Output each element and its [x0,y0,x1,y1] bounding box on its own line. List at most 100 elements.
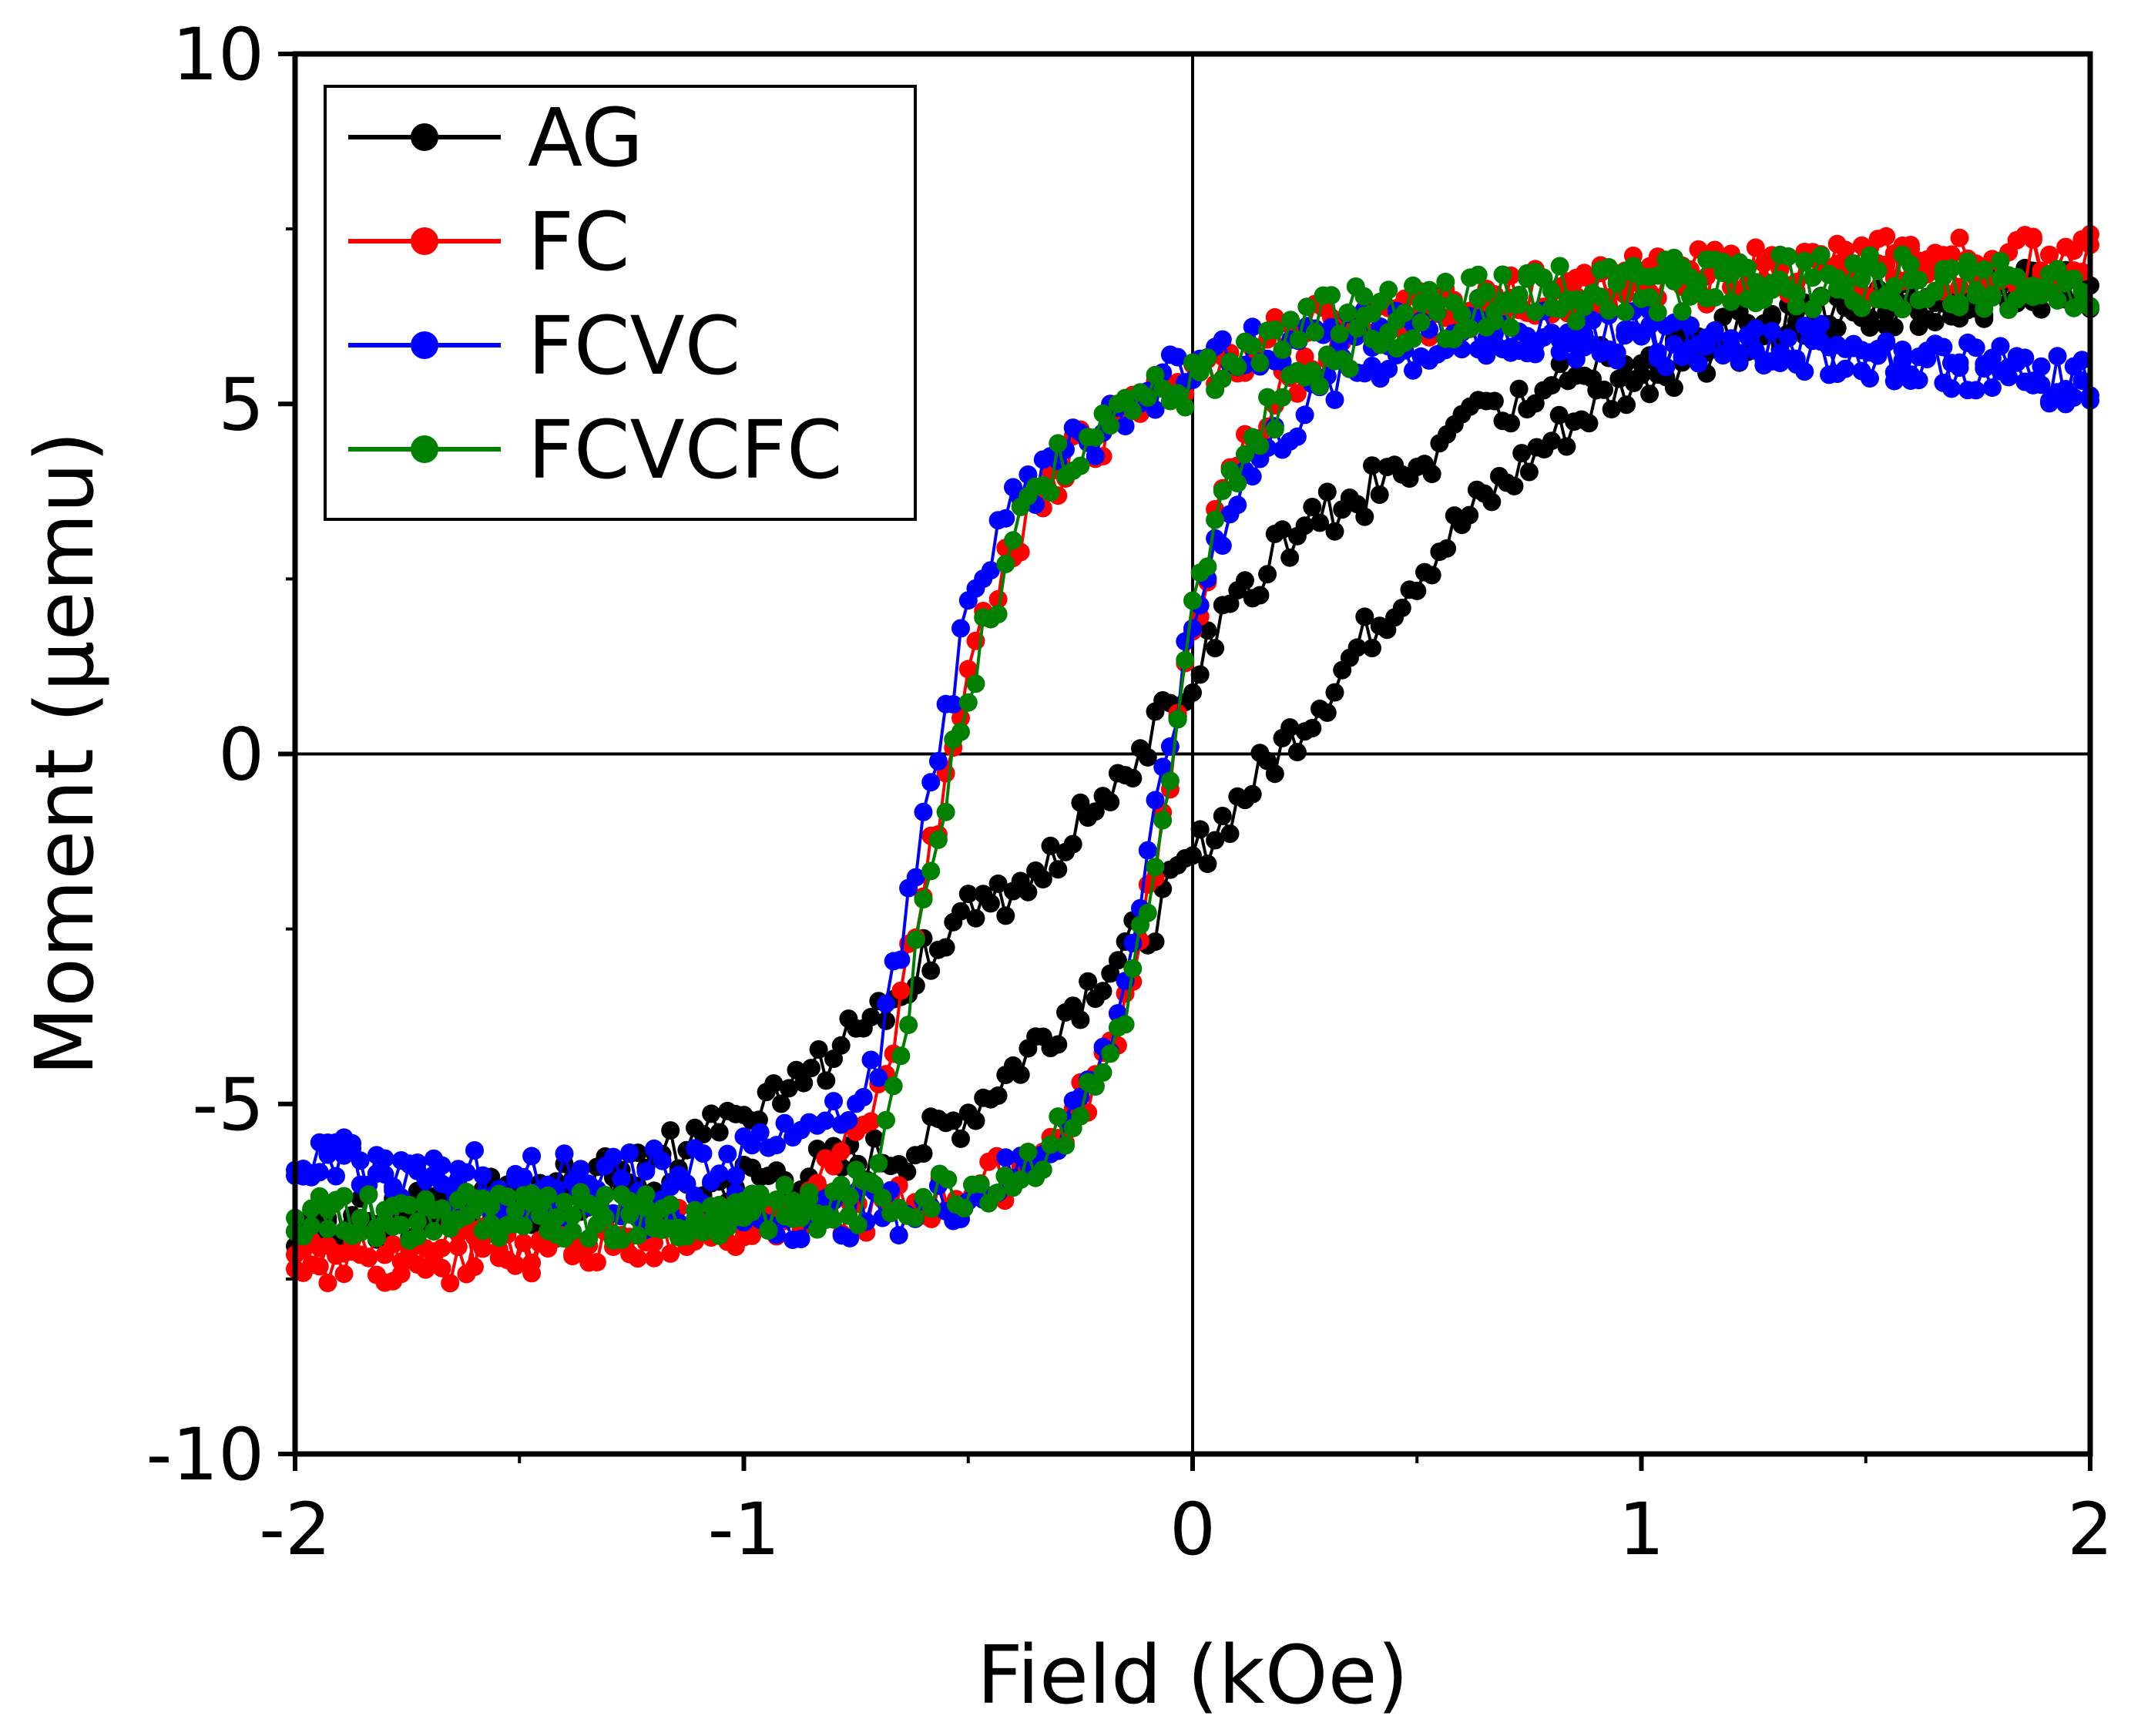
data-point [1820,265,1839,284]
data-point [1602,400,1621,419]
data-point [1599,301,1619,320]
data-point [1228,581,1247,600]
data-point [905,1208,925,1227]
data-point [636,1162,656,1181]
data-point [367,1228,386,1247]
data-point [1287,743,1307,762]
data-point [1265,764,1284,784]
data-point [1852,341,1871,360]
data-point [1664,378,1683,398]
data-point [726,1193,745,1212]
data-point [1079,972,1098,991]
data-point [831,1115,851,1134]
data-point [1305,323,1324,342]
data-point [1079,808,1098,828]
data-point [1404,361,1422,380]
data-point [318,1220,337,1239]
legend-marker [411,435,438,463]
zero-lines [295,54,2090,1454]
data-point [465,1141,484,1160]
data-point [1041,1135,1060,1154]
data-point [1236,332,1254,351]
data-point [1609,369,1629,388]
data-point [809,1040,828,1059]
data-point [1049,434,1068,453]
data-point [1004,881,1022,901]
data-point [831,1142,851,1161]
data-point [1705,325,1724,344]
data-point [839,1009,858,1029]
data-point [1310,377,1329,396]
data-point [1779,280,1798,299]
data-point [1206,380,1225,399]
data-point [2032,357,2051,376]
data-point [1131,739,1149,758]
data-point [1049,1035,1068,1054]
data-point [546,1208,565,1227]
data-point [1363,456,1381,475]
data-point [1909,270,1928,290]
data-point [824,1049,843,1069]
data-point [1893,245,1912,264]
data-point [1901,371,1920,390]
data-point [1138,903,1157,922]
data-point [1664,272,1683,290]
data-point [1640,384,1659,404]
data-point [988,1086,1008,1105]
data-point [1422,566,1441,585]
data-point [1146,932,1165,952]
data-point [1243,784,1262,804]
data-point [1509,379,1529,398]
data-point [1190,665,1210,684]
data-point [1004,478,1022,497]
data-point [425,1222,443,1241]
data-point [1338,303,1357,322]
data-point [661,1195,680,1214]
data-point [343,1224,362,1243]
data-point [1591,287,1610,307]
data-point [801,1059,821,1078]
data-point [1493,291,1512,311]
data-point [841,1228,860,1247]
data-point [1153,811,1173,830]
data-point [807,1220,827,1239]
data-point [596,1207,615,1227]
data-point [710,1123,729,1142]
y-tick-label: 10 [172,13,264,97]
data-point [1213,807,1232,825]
data-point [938,1170,958,1189]
data-point [596,1186,615,1204]
data-point [1525,302,1545,321]
data-point [555,1193,574,1211]
data-point [1071,1010,1090,1029]
data-point [1355,607,1374,626]
data-point [1146,858,1165,877]
data-point [432,1156,451,1175]
data-point [988,589,1008,609]
data-point [1101,1044,1120,1063]
data-point [1287,384,1307,403]
data-point [2048,347,2067,366]
data-point [636,1198,656,1217]
data-point [1616,321,1635,339]
data-point [817,1071,836,1090]
data-point [974,885,993,904]
data-point [661,1244,680,1263]
data-point [951,1129,970,1148]
data-point [996,555,1015,573]
data-point [958,591,978,610]
data-point [1146,365,1165,384]
data-point [1836,240,1855,260]
data-point [1243,467,1262,486]
legend-marker [411,123,438,151]
data-point [921,861,941,881]
data-point [473,1189,492,1208]
data-point [1280,718,1300,737]
data-point [1086,1077,1105,1096]
data-point [1363,639,1381,658]
data-point [448,1237,468,1257]
data-point [958,660,978,679]
data-point [1071,1106,1090,1126]
data-point [1265,524,1284,543]
